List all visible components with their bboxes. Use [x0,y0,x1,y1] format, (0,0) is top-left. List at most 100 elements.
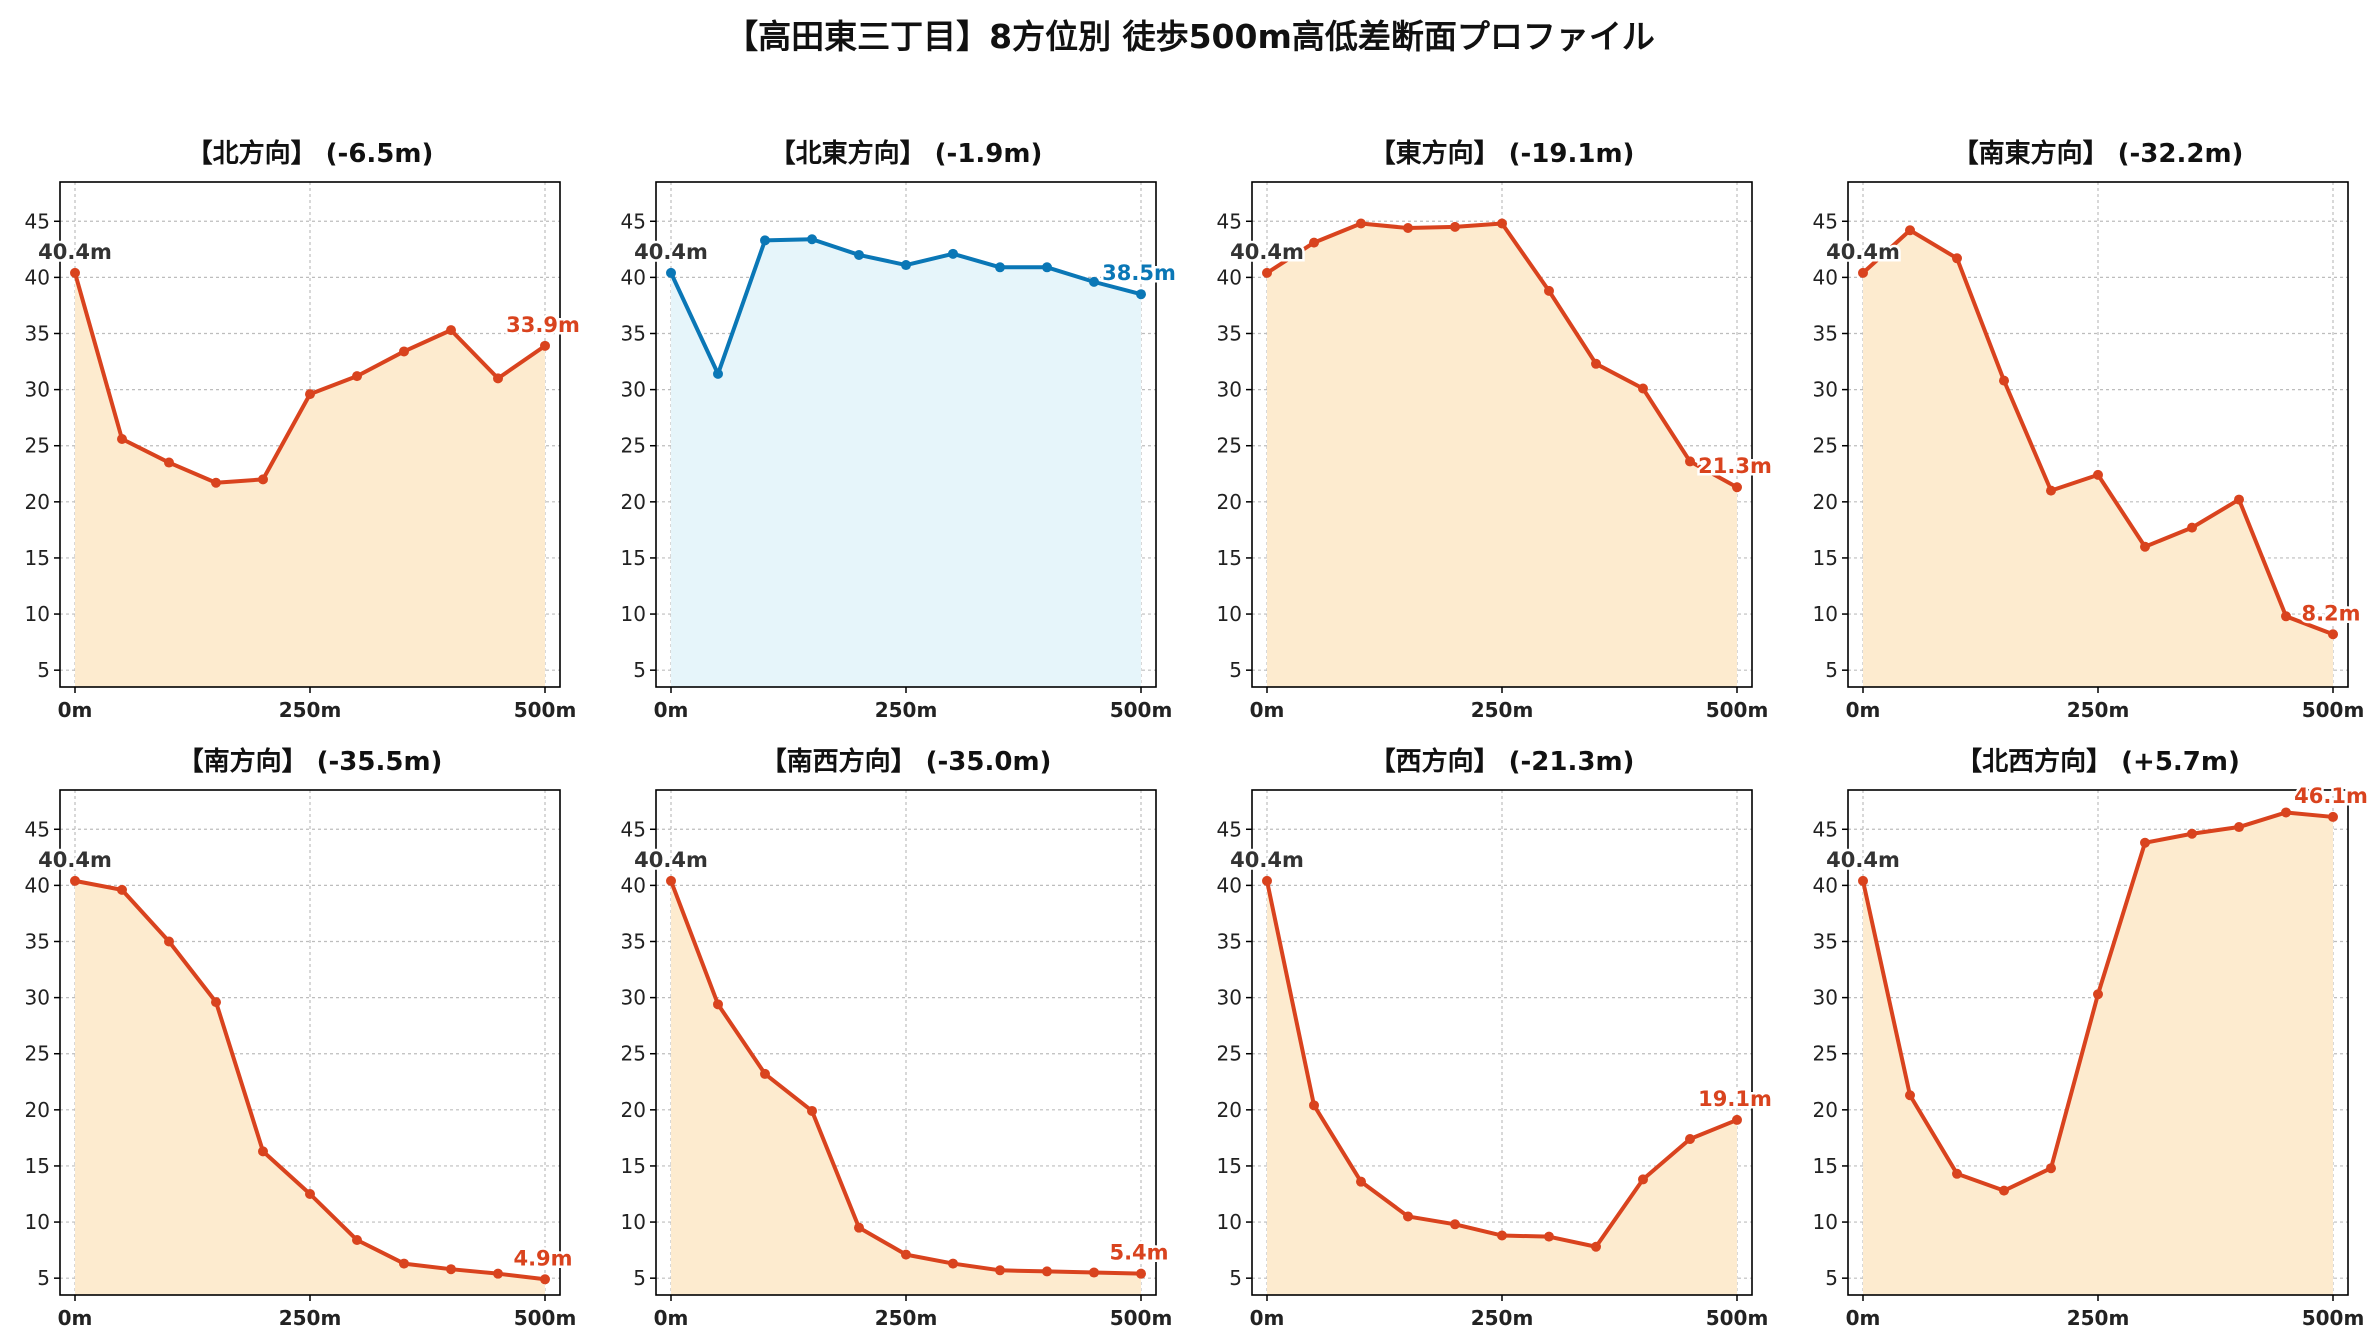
y-tick-label: 45 [25,209,50,233]
y-tick-label: 25 [25,434,50,458]
data-point [164,457,174,468]
y-tick-label: 15 [1217,1154,1242,1178]
figure-title: 【高田東三丁目】8方位別 徒歩500m高低差断面プロファイル [725,17,1655,56]
y-tick-label: 5 [1825,658,1838,682]
data-point [1450,221,1460,232]
y-tick-label: 25 [1813,434,1838,458]
data-point [2046,485,2056,496]
data-point [1136,289,1146,300]
data-point [305,1189,315,1199]
area-fill [671,239,1141,687]
x-tick-label: 250m [875,698,938,722]
data-point [901,260,911,271]
end-elevation-label: 4.9m [513,1246,572,1270]
data-point [1638,383,1648,394]
data-point [540,340,550,351]
y-tick-label: 45 [621,209,646,233]
data-point [352,1235,362,1246]
data-point [666,875,676,886]
y-tick-label: 40 [25,265,50,289]
x-tick-label: 500m [1706,698,1769,722]
x-tick-label: 250m [2067,698,2130,722]
y-tick-label: 15 [621,1154,646,1178]
x-tick-label: 250m [279,698,342,722]
y-tick-label: 30 [1217,378,1242,402]
y-tick-label: 40 [621,265,646,289]
y-tick-label: 45 [1217,817,1242,841]
y-tick-label: 5 [633,658,646,682]
end-elevation-label: 5.4m [1109,1241,1168,1265]
y-tick-label: 40 [621,873,646,897]
data-point [2328,811,2338,822]
data-point [854,1222,864,1233]
y-tick-label: 30 [25,986,50,1010]
y-tick-label: 30 [25,378,50,402]
data-point [258,474,268,485]
data-point [2093,469,2103,480]
y-tick-label: 5 [633,1266,646,1290]
y-tick-label: 45 [1813,817,1838,841]
y-tick-label: 40 [1217,873,1242,897]
start-elevation-label: 40.4m [1230,240,1304,264]
subplot-5: 【南方向】 (-35.5m) 5 10 15 20 25 30 35 40 45 0m 250m 500… [25,746,577,1330]
data-point [305,389,315,400]
data-point [948,1258,958,1269]
y-tick-label: 45 [621,817,646,841]
x-tick-label: 500m [1110,698,1173,722]
y-tick-label: 15 [621,546,646,570]
data-point [446,1264,456,1275]
x-tick-label: 0m [58,698,93,722]
y-tick-label: 25 [1813,1042,1838,1066]
data-point [2281,611,2291,622]
data-point [760,1068,770,1079]
y-tick-label: 15 [25,546,50,570]
subplot-title: 【南西方向】 (-35.0m) [761,746,1052,777]
y-tick-label: 20 [621,490,646,514]
data-point [1136,1268,1146,1279]
x-tick-label: 500m [1110,1306,1173,1330]
data-point [446,325,456,336]
y-tick-label: 20 [1813,490,1838,514]
data-point [1732,1114,1742,1125]
y-tick-label: 10 [25,1210,50,1234]
subplot-4: 【南東方向】 (-32.2m) 5 10 15 20 25 30 35 40 45 0m 250m 50… [1813,138,2365,722]
y-tick-label: 40 [25,873,50,897]
data-point [760,235,770,246]
data-point [854,249,864,260]
area-fill [1863,230,2333,687]
x-tick-label: 500m [2302,1306,2365,1330]
subplot-3: 【東方向】 (-19.1m) 5 10 15 20 25 30 35 40 45 0m 250m 500… [1217,138,1775,722]
data-point [70,875,80,886]
y-tick-label: 15 [1813,1154,1838,1178]
data-point [1497,1230,1507,1241]
data-point [1356,218,1366,229]
data-point [1952,1168,1962,1179]
y-tick-label: 35 [1813,322,1838,346]
y-tick-label: 10 [621,602,646,626]
y-tick-label: 30 [621,378,646,402]
data-point [211,477,221,488]
data-point [1309,237,1319,248]
data-point [1262,875,1272,886]
y-tick-label: 25 [621,1042,646,1066]
y-tick-label: 5 [1825,1266,1838,1290]
data-point [1999,1185,2009,1196]
subplot-title: 【東方向】 (-19.1m) [1370,138,1635,169]
data-point [995,262,1005,273]
data-point [713,999,723,1010]
data-point [1544,285,1554,296]
subplot-7: 【西方向】 (-21.3m) 5 10 15 20 25 30 35 40 45 0m 250m 500… [1217,746,1775,1330]
y-tick-label: 20 [1217,1098,1242,1122]
x-tick-label: 500m [514,1306,577,1330]
x-tick-label: 500m [1706,1306,1769,1330]
data-point [2187,828,2197,839]
data-point [948,248,958,259]
y-tick-label: 35 [1217,930,1242,954]
y-tick-label: 20 [1813,1098,1838,1122]
subplot-title: 【西方向】 (-21.3m) [1370,746,1635,777]
subplot-8: 【北西方向】 (+5.7m) 5 10 15 20 25 30 35 40 45 0m 250m 500… [1813,746,2371,1330]
area-fill [75,880,545,1295]
data-point [1999,375,2009,386]
start-elevation-label: 40.4m [634,848,708,872]
y-tick-label: 20 [25,490,50,514]
